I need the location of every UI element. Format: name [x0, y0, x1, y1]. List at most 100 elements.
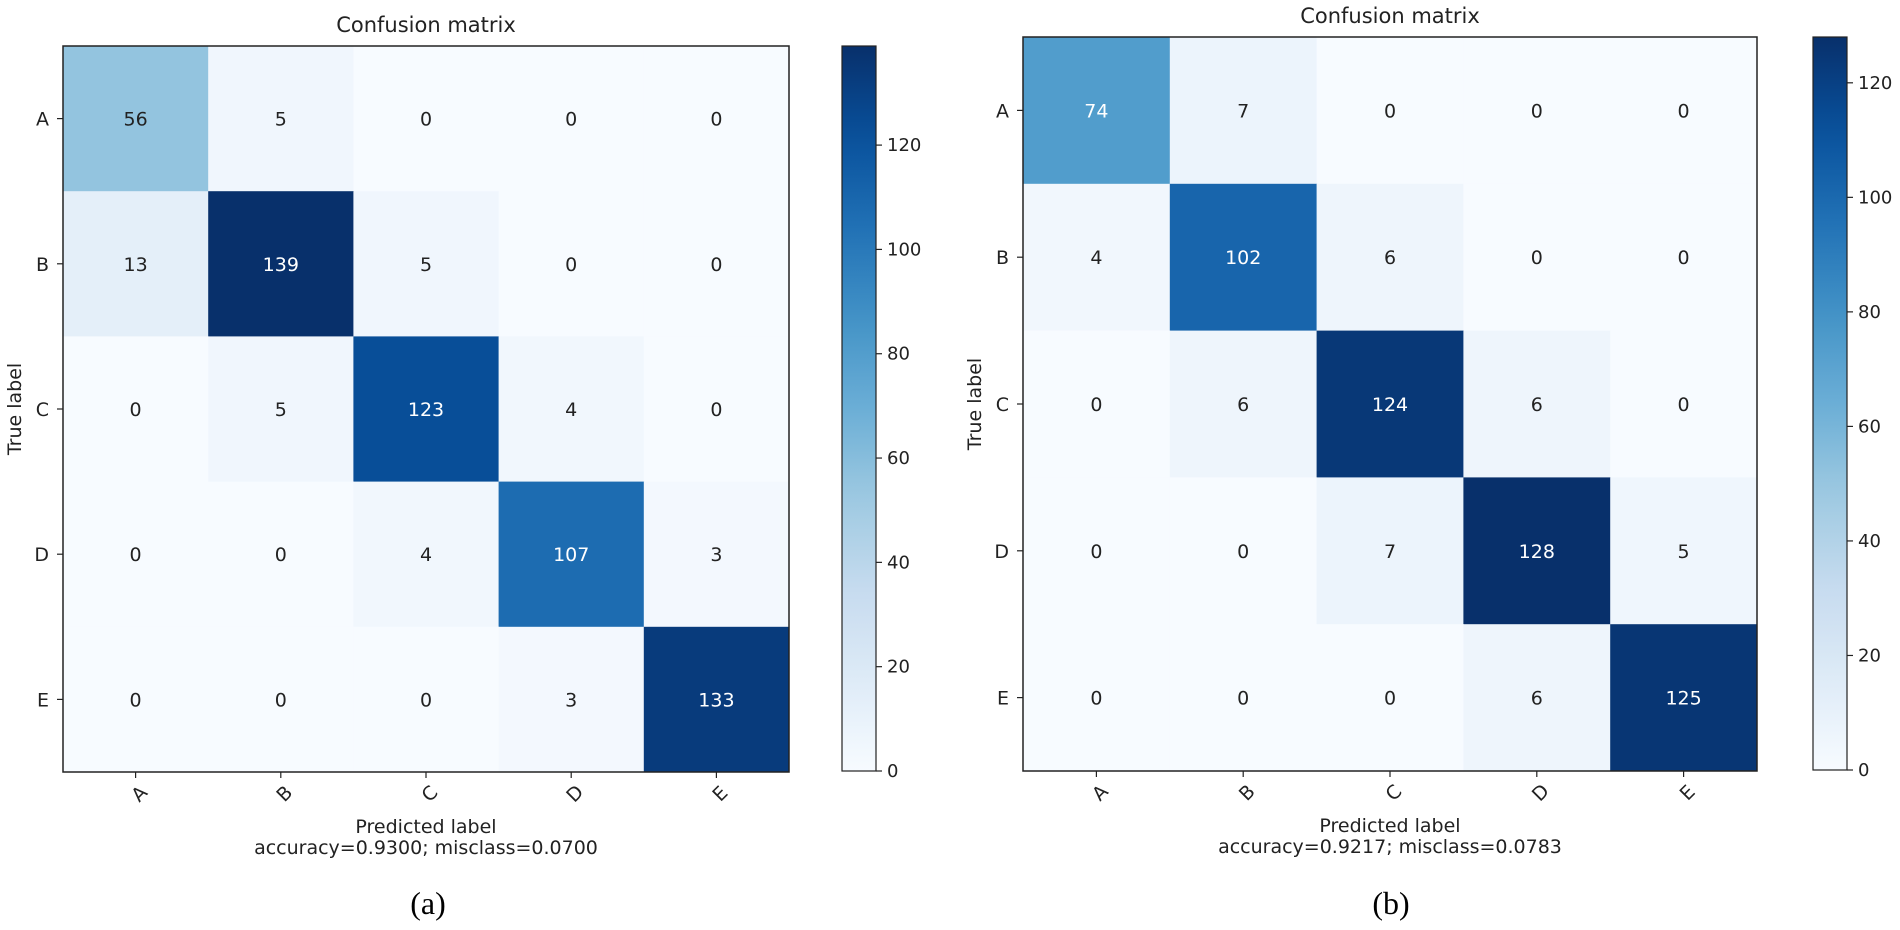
cell-value-label: 123	[408, 399, 444, 421]
cell-value-label: 0	[1090, 541, 1102, 563]
heatmap-cell	[1463, 330, 1611, 478]
y-tick-label: E	[37, 689, 49, 711]
cell-value-label: 5	[275, 399, 287, 421]
x-tick-label: A	[127, 782, 152, 807]
y-tick-label: C	[996, 394, 1009, 416]
colorbar-tick-label: 20	[1858, 645, 1881, 666]
heatmap-cell	[498, 46, 645, 192]
cell-value-label: 102	[1225, 247, 1261, 269]
cell-value-label: 0	[130, 399, 142, 421]
cell-value-label: 4	[565, 399, 577, 421]
y-tick-label: D	[994, 541, 1009, 563]
cell-value-label: 3	[565, 689, 577, 711]
caption-a: (a)	[410, 885, 446, 921]
heatmap-cell	[1610, 477, 1758, 625]
cell-value-label: 0	[1237, 688, 1249, 710]
x-axis-label: Predicted label	[355, 816, 496, 838]
cell-value-label: 13	[124, 254, 148, 276]
heatmap-cell	[63, 191, 209, 337]
chart-title: Confusion matrix	[1300, 4, 1480, 28]
cell-value-label: 6	[1384, 247, 1396, 269]
heatmap-cell	[643, 626, 790, 773]
heatmap-cell	[643, 336, 790, 483]
heatmap-cell	[498, 481, 645, 628]
x-tick-label: E	[1676, 781, 1700, 805]
cell-value-label: 0	[275, 544, 287, 566]
cell-value-label: 6	[1531, 688, 1543, 710]
cell-value-label: 6	[1531, 394, 1543, 416]
accuracy-note: accuracy=0.9217; misclass=0.0783	[1218, 836, 1562, 858]
colorbar-tick-label: 80	[887, 344, 910, 365]
cell-value-label: 0	[1090, 394, 1102, 416]
heatmap-cell	[1169, 477, 1318, 625]
chart-title: Confusion matrix	[336, 13, 516, 37]
heatmap-cell	[63, 626, 209, 773]
colorbar-tick-label: 60	[1858, 416, 1881, 437]
x-axis-label: Predicted label	[1319, 815, 1460, 837]
y-tick-label: C	[36, 399, 49, 421]
cell-value-label: 0	[1678, 394, 1690, 416]
cell-value-label: 0	[710, 254, 722, 276]
cell-value-label: 7	[1384, 541, 1396, 563]
heatmap-cell	[353, 191, 500, 337]
cell-value-label: 4	[420, 544, 432, 566]
heatmap-cell	[1023, 183, 1171, 332]
heatmap-cell	[63, 46, 209, 192]
colorbar-tick-label: 100	[1858, 187, 1892, 208]
heatmap-cell	[1463, 37, 1611, 185]
y-tick-label: A	[36, 109, 49, 131]
heatmap-cell	[208, 336, 354, 483]
cell-value-label: 0	[565, 109, 577, 131]
heatmap-cell	[643, 481, 790, 628]
colorbar-tick-label: 120	[887, 135, 921, 156]
cell-value-label: 0	[710, 109, 722, 131]
heatmap-cell	[1316, 37, 1464, 185]
cell-value-label: 125	[1665, 688, 1701, 710]
y-tick-label: A	[996, 100, 1009, 122]
heatmap-cell	[1169, 183, 1318, 332]
heatmap-cell	[208, 191, 354, 337]
heatmap-cell	[1023, 330, 1171, 478]
cell-value-label: 133	[698, 689, 734, 711]
x-tick-label: D	[1528, 780, 1554, 806]
heatmap-cell	[1169, 37, 1318, 185]
cell-value-label: 128	[1519, 541, 1555, 563]
cell-value-label: 0	[1237, 541, 1249, 563]
heatmap-cell	[63, 336, 209, 483]
x-tick-label: B	[272, 782, 297, 807]
cell-value-label: 4	[1090, 247, 1102, 269]
cell-value-label: 56	[124, 109, 148, 131]
x-tick-label: E	[708, 782, 732, 806]
y-tick-label: B	[996, 247, 1009, 269]
x-tick-label: D	[562, 781, 588, 807]
cell-value-label: 0	[1678, 100, 1690, 122]
heatmap-cell	[643, 191, 790, 337]
heatmap-cell	[498, 191, 645, 337]
y-tick-label: D	[34, 544, 49, 566]
cell-value-label: 7	[1237, 100, 1249, 122]
colorbar-tick-label: 20	[887, 657, 910, 678]
heatmap-cell	[208, 46, 354, 192]
x-tick-label: C	[418, 782, 443, 807]
heatmap-cell	[208, 626, 354, 773]
accuracy-note: accuracy=0.9300; misclass=0.0700	[254, 837, 598, 859]
heatmap-cell	[498, 626, 645, 773]
heatmap-cell	[1169, 330, 1318, 478]
heatmap-cell	[353, 46, 500, 192]
heatmap-cell	[1169, 624, 1318, 772]
cell-value-label: 5	[1678, 541, 1690, 563]
heatmap-cell	[1316, 183, 1464, 332]
heatmap-cell	[1463, 183, 1611, 332]
heatmap-cell	[63, 481, 209, 628]
y-tick-label: B	[36, 254, 49, 276]
cell-value-label: 107	[553, 544, 589, 566]
heatmap-cell	[1023, 37, 1171, 185]
cell-value-label: 0	[1531, 100, 1543, 122]
colorbar-tick-label: 0	[887, 761, 898, 782]
cell-value-label: 0	[565, 254, 577, 276]
x-tick-label: C	[1382, 781, 1407, 806]
heatmap-cell	[1610, 183, 1758, 332]
